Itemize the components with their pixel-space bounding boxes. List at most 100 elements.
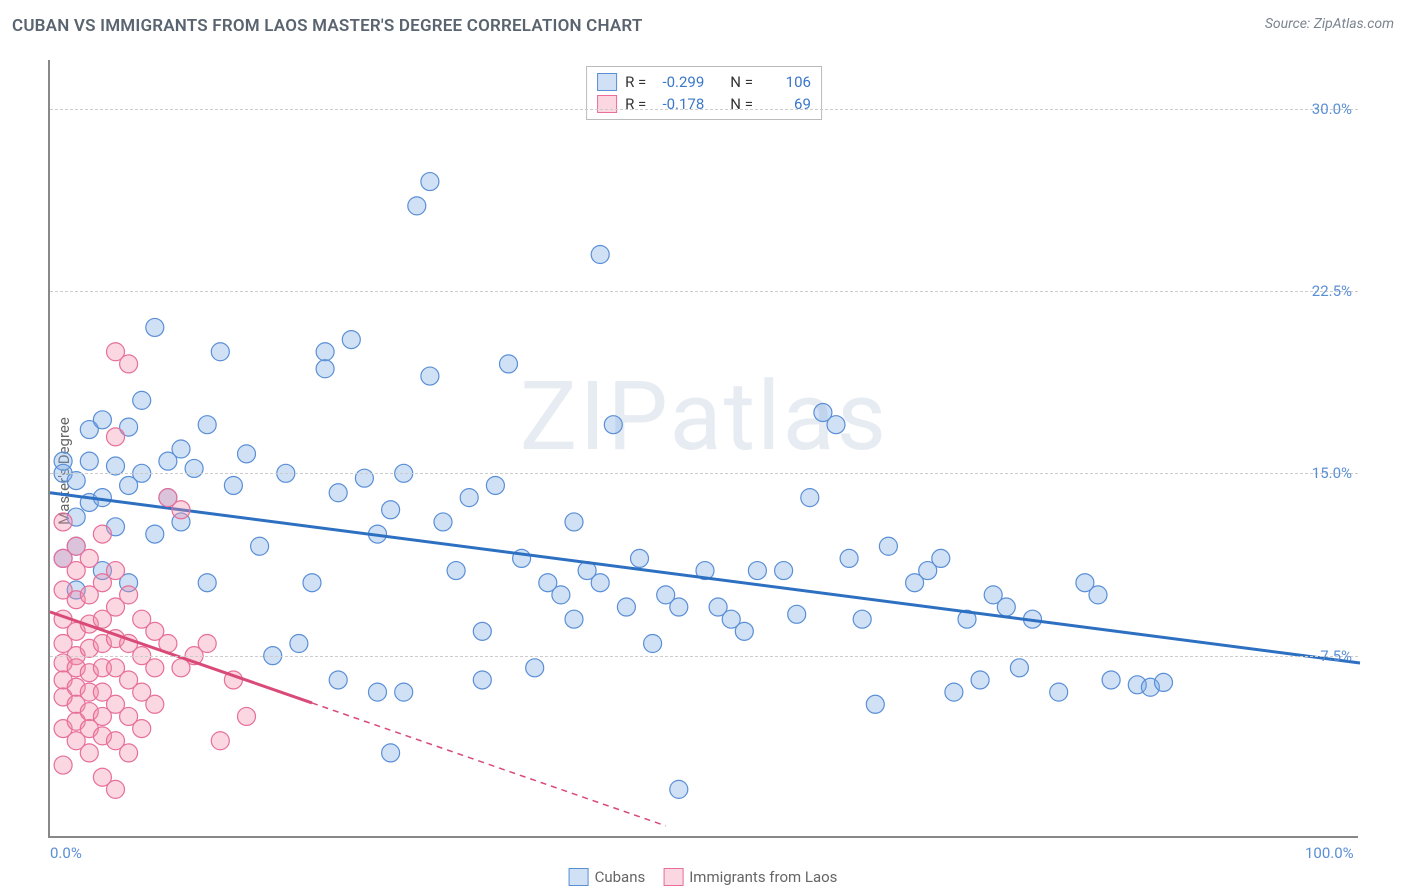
scatter-point [775,562,793,580]
y-tick-label: 30.0% [1312,100,1352,118]
scatter-point [107,562,125,580]
scatter-point [133,720,151,738]
scatter-svg [50,60,1358,836]
scatter-point [120,586,138,604]
scatter-point [120,744,138,762]
scatter-point [107,457,125,475]
scatter-point [54,756,72,774]
trend-line [50,493,1360,663]
scatter-point [473,671,491,689]
scatter-point [93,411,111,429]
scatter-point [486,476,504,494]
plot-area: ZIPatlas R = -0.299 N = 106 R = -0.178 N… [48,60,1358,838]
scatter-point [617,598,635,616]
gridline [50,109,1358,110]
legend-swatch-cubans [569,868,589,886]
scatter-point [604,416,622,434]
scatter-point [146,525,164,543]
scatter-point [146,695,164,713]
scatter-point [735,622,753,640]
scatter-point [565,513,583,531]
gridline [50,291,1358,292]
gridline [50,473,1358,474]
scatter-point [971,671,989,689]
scatter-point [54,513,72,531]
scatter-point [526,659,544,677]
scatter-point [198,635,216,653]
scatter-point [840,549,858,567]
scatter-point [120,355,138,373]
scatter-point [316,343,334,361]
source-prefix: Source: [1265,16,1314,32]
scatter-point [1010,659,1028,677]
series-legend: Cubans Immigrants from Laos [569,868,838,886]
scatter-point [421,367,439,385]
scatter-point [631,549,649,567]
scatter-point [303,574,321,592]
trend-line-dashed [312,703,666,826]
scatter-point [198,574,216,592]
scatter-point [238,707,256,725]
scatter-point [1089,586,1107,604]
scatter-point [788,605,806,623]
legend-swatch-laos [663,868,683,886]
scatter-point [1155,673,1173,691]
scatter-point [473,622,491,640]
x-tick-label: 0.0% [50,844,82,862]
scatter-point [644,635,662,653]
scatter-point [80,452,98,470]
scatter-point [945,683,963,701]
scatter-point [369,683,387,701]
chart-title: CUBAN VS IMMIGRANTS FROM LAOS MASTER'S D… [12,16,643,36]
y-tick-label: 15.0% [1312,464,1352,482]
scatter-point [591,246,609,264]
scatter-point [329,671,347,689]
scatter-point [827,416,845,434]
legend-label-laos: Immigrants from Laos [689,868,837,886]
y-tick-label: 7.5% [1320,647,1352,665]
scatter-point [382,744,400,762]
scatter-point [198,416,216,434]
scatter-point [355,469,373,487]
scatter-point [853,610,871,628]
scatter-point [342,331,360,349]
scatter-point [133,391,151,409]
scatter-point [172,440,190,458]
chart-source: Source: ZipAtlas.com [1265,16,1394,32]
scatter-point [866,695,884,713]
legend-label-cubans: Cubans [595,868,646,886]
scatter-point [80,549,98,567]
scatter-point [146,318,164,336]
y-tick-label: 22.5% [1312,282,1352,300]
scatter-point [932,549,950,567]
scatter-point [1102,671,1120,689]
scatter-point [80,744,98,762]
scatter-point [211,732,229,750]
chart-header: CUBAN VS IMMIGRANTS FROM LAOS MASTER'S D… [12,16,1394,46]
scatter-point [997,598,1015,616]
scatter-point [1050,683,1068,701]
legend-item-laos: Immigrants from Laos [663,868,837,886]
scatter-point [107,780,125,798]
scatter-point [93,525,111,543]
scatter-point [565,610,583,628]
scatter-point [552,586,570,604]
scatter-point [408,197,426,215]
scatter-point [670,598,688,616]
scatter-point [238,445,256,463]
scatter-point [185,459,203,477]
scatter-point [316,360,334,378]
x-tick-label: 100.0% [1305,844,1354,862]
gridline [50,656,1358,657]
scatter-point [146,659,164,677]
scatter-point [251,537,269,555]
scatter-point [107,428,125,446]
scatter-point [500,355,518,373]
scatter-point [879,537,897,555]
scatter-point [290,635,308,653]
scatter-point [670,780,688,798]
scatter-point [434,513,452,531]
source-link[interactable]: ZipAtlas.com [1314,16,1394,32]
legend-item-cubans: Cubans [569,868,646,886]
scatter-point [748,562,766,580]
